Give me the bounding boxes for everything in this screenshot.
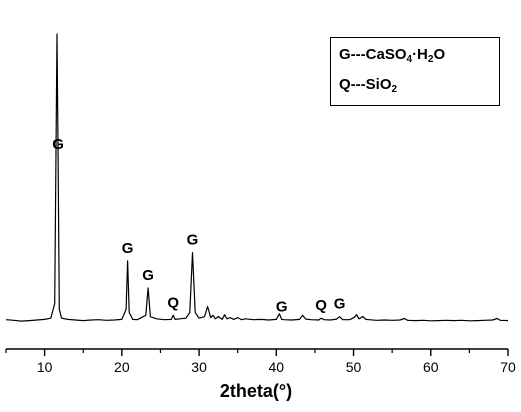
peak-label-g: G	[187, 232, 199, 249]
x-tick-label: 30	[191, 359, 207, 375]
peak-label-g: G	[52, 136, 64, 153]
peak-label-q: Q	[315, 297, 327, 314]
legend-gypsum-sub1: 4	[406, 54, 413, 65]
legend-entry-quartz: Q---SiO2	[339, 76, 397, 95]
legend-gypsum-mid: ·H	[412, 46, 428, 63]
legend: G---CaSO4·H2O Q---SiO2	[330, 37, 500, 106]
legend-gypsum-suffix: O	[433, 46, 446, 63]
legend-gypsum-sub2: 2	[427, 54, 434, 65]
legend-gypsum-prefix: G---CaSO	[339, 46, 407, 63]
x-axis-label: 2theta(°)	[220, 381, 292, 401]
peak-label-g: G	[122, 240, 134, 257]
x-tick-label: 50	[346, 359, 362, 375]
xrd-pattern-line	[5, 33, 509, 322]
legend-entry-gypsum: G---CaSO4·H2O	[339, 46, 445, 65]
legend-quartz-sub1: 2	[391, 84, 398, 95]
peak-label-g: G	[276, 298, 288, 315]
x-tick-label: 10	[37, 359, 53, 375]
legend-quartz-prefix: Q---SiO	[339, 76, 392, 93]
x-tick-label: 40	[269, 359, 285, 375]
x-tick-label: 20	[114, 359, 130, 375]
peak-label-q: Q	[167, 294, 179, 311]
peak-label-g: G	[142, 267, 154, 284]
plot-area	[5, 33, 509, 322]
x-axis: 10 20 30 40 50 60 70	[5, 348, 516, 375]
peak-label-g: G	[334, 296, 346, 313]
x-tick-label: 60	[423, 359, 439, 375]
x-tick-label: 70	[500, 359, 516, 375]
